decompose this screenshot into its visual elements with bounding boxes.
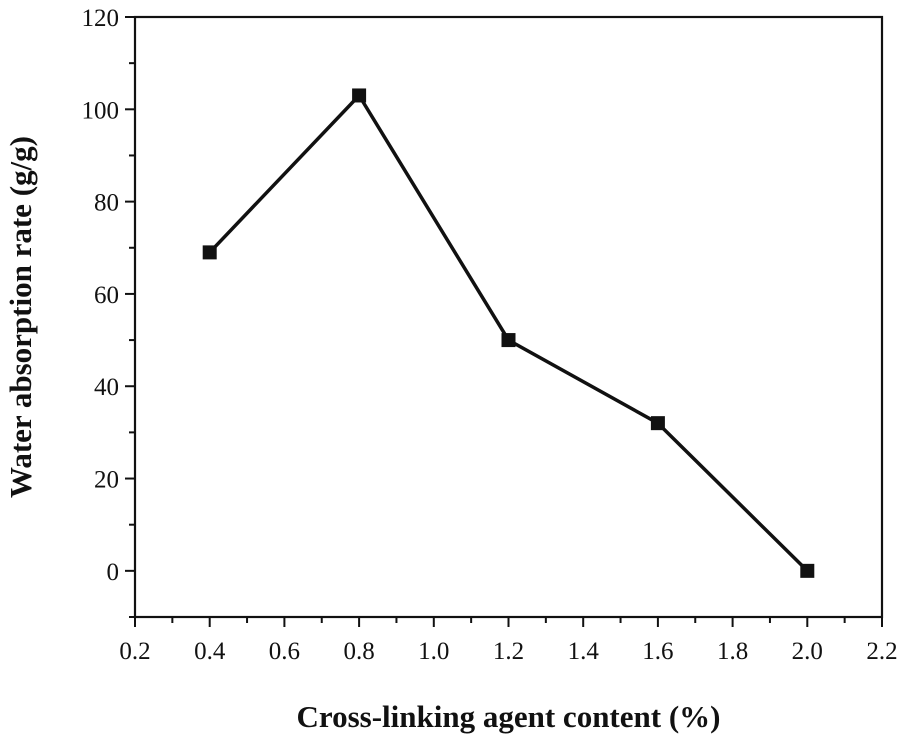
series-layer: [202, 88, 815, 578]
x-tick-label: 0.2: [119, 638, 150, 665]
x-tick-label: 2.0: [792, 638, 823, 665]
y-tick-label: 0: [107, 559, 120, 586]
tick-labels: 0.2 0.4 0.6 0.8 1.0 1.2 1.4 1.6 1.8 2.0 2.2 0 20 40 60…: [82, 5, 898, 665]
plot-frame: [133, 15, 884, 619]
data-point-marker: [650, 416, 665, 431]
x-tick-label: 1.6: [642, 638, 673, 665]
y-tick-label: 100: [82, 97, 120, 124]
data-point-marker: [501, 333, 516, 348]
data-point-marker: [202, 245, 217, 260]
x-tick-label: 1.8: [717, 638, 748, 665]
x-tick-label: 0.4: [194, 638, 226, 665]
y-tick-label: 40: [94, 374, 119, 401]
x-tick-label: 0.8: [343, 638, 374, 665]
x-tick-label: 0.6: [269, 638, 300, 665]
data-point-marker: [800, 563, 815, 578]
x-tick-label: 2.2: [866, 638, 897, 665]
x-axis-title: Cross-linking agent content (%): [297, 699, 721, 734]
y-axis-title: Water absorption rate (g/g): [3, 136, 38, 498]
y-tick-label: 60: [94, 282, 119, 309]
axis-ticks: [125, 16, 883, 627]
x-tick-label: 1.4: [568, 638, 600, 665]
y-tick-label: 120: [82, 5, 120, 32]
data-point-marker: [352, 88, 367, 103]
y-tick-label: 20: [94, 467, 119, 494]
y-tick-label: 80: [94, 190, 119, 217]
x-tick-label: 1.0: [418, 638, 449, 665]
x-tick-label: 1.2: [493, 638, 524, 665]
